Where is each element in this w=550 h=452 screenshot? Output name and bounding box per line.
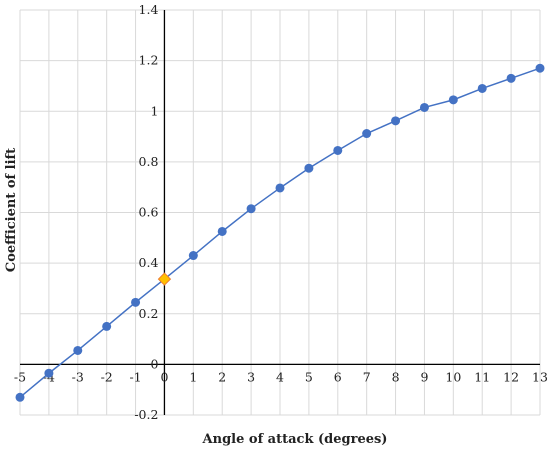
data-point (419, 102, 429, 112)
y-tick-label: 1 (150, 103, 158, 118)
x-tick-label: 12 (503, 369, 519, 384)
x-axis-title: Angle of attack (degrees) (202, 432, 388, 447)
tick-labels: -5-4-3-2-1012345678910111213-0.200.20.40… (14, 2, 548, 422)
x-tick-label: 11 (474, 369, 490, 384)
data-point (477, 83, 487, 93)
data-point (188, 251, 198, 261)
data-point (535, 63, 545, 73)
data-point (217, 226, 227, 236)
data-point (448, 95, 458, 105)
y-tick-label: 1.2 (139, 53, 159, 68)
y-tick-label: -0.2 (134, 407, 158, 422)
data-point (15, 392, 25, 402)
x-tick-label: -3 (72, 369, 84, 384)
y-tick-label: 0 (150, 356, 158, 371)
gridlines (19, 9, 541, 416)
x-tick-label: 2 (218, 369, 226, 384)
x-tick-label: 0 (160, 369, 168, 384)
data-point (102, 321, 112, 331)
x-tick-label: 9 (420, 369, 428, 384)
data-point (131, 297, 141, 307)
y-tick-label: 0.6 (139, 205, 159, 220)
y-axis-title: Coefficient of lift (4, 148, 19, 272)
x-tick-label: 6 (334, 369, 342, 384)
data-point (246, 204, 256, 214)
data-point (73, 345, 83, 355)
data-point (275, 183, 285, 193)
data-point (333, 145, 343, 155)
x-tick-label: 10 (445, 369, 461, 384)
data-point (391, 116, 401, 126)
axes (20, 10, 540, 415)
x-tick-label: 1 (189, 369, 197, 384)
x-tick-label: -2 (101, 369, 113, 384)
x-tick-label: 7 (363, 369, 371, 384)
x-tick-label: 5 (305, 369, 313, 384)
x-tick-label: 8 (392, 369, 400, 384)
highlight-point (157, 272, 172, 286)
y-tick-label: 0.2 (139, 306, 159, 321)
y-tick-label: 0.8 (139, 154, 159, 169)
data-point (44, 368, 54, 378)
data-series (15, 63, 545, 402)
data-point (362, 129, 372, 139)
x-tick-label: 13 (532, 369, 548, 384)
x-tick-label: 4 (276, 369, 284, 384)
y-tick-label: 0.4 (139, 255, 159, 270)
x-tick-label: 3 (247, 369, 255, 384)
y-tick-label: 1.4 (139, 2, 159, 17)
data-point (506, 73, 516, 83)
x-tick-label: -1 (129, 369, 141, 384)
data-point (304, 163, 314, 173)
x-tick-label: -5 (14, 369, 26, 384)
